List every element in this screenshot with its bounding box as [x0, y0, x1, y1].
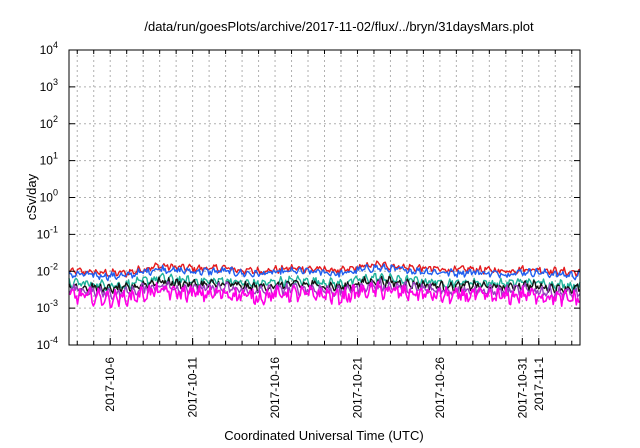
x-axis-label: Coordinated Universal Time (UTC): [224, 428, 423, 443]
x-tick-label: 2017-11-1: [532, 357, 546, 411]
y-tick-label: 102: [40, 114, 58, 131]
y-tick-label: 100: [40, 188, 58, 205]
series-line: [68, 275, 581, 295]
x-tick-label: 2017-10-16: [268, 357, 282, 419]
x-axis-ticks: 2017-10-6 2017-10-11 2017-10-16 2017-10-21 2…: [76, 50, 573, 419]
series-line: [68, 260, 581, 278]
x-tick-label: 2017-10-11: [186, 357, 200, 418]
y-axis-ticks: 10-4 10-3 10-2 10-1 100 101 102 103 104: [37, 40, 580, 352]
x-tick-label: 2017-10-31: [515, 357, 529, 419]
y-tick-label: 104: [40, 40, 58, 57]
y-tick-label: 101: [40, 151, 58, 168]
x-tick-label: 2017-10-6: [103, 357, 117, 412]
y-tick-label: 10-2: [37, 261, 58, 278]
y-tick-label: 10-3: [37, 298, 58, 315]
y-tick-label: 10-1: [37, 224, 58, 241]
x-tick-label: 2017-10-26: [433, 357, 447, 419]
series-line: [68, 278, 581, 301]
series-line: [68, 272, 581, 291]
y-tick-label: 103: [40, 77, 58, 94]
series-line: [68, 280, 581, 309]
y-tick-label: 10-4: [37, 335, 58, 352]
y-axis-label: cSv/day: [24, 173, 39, 220]
plot-area: [68, 260, 581, 309]
plot-frame: [68, 49, 581, 346]
x-tick-label: 2017-10-21: [350, 357, 364, 419]
chart-title: /data/run/goesPlots/archive/2017-11-02/f…: [144, 19, 534, 34]
series-line: [68, 263, 581, 282]
